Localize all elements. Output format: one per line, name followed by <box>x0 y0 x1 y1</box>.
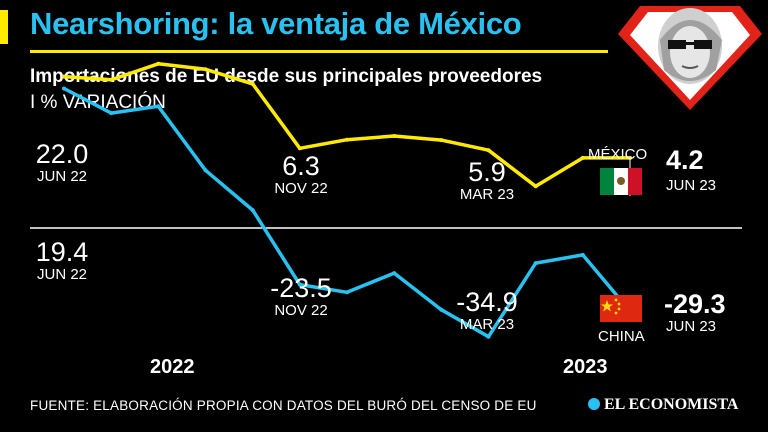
mexico-country-label: MÉXICO <box>588 146 648 163</box>
annotation-mexico-start: 22.0 JUN 22 <box>28 140 96 186</box>
data-point <box>580 252 585 257</box>
data-point <box>580 155 585 160</box>
mexico-end-value: 4.2 <box>666 145 704 175</box>
annotation-date: NOV 22 <box>274 180 328 197</box>
annotation-mexico-nov: 6.3 NOV 22 <box>263 152 339 198</box>
data-point <box>486 334 491 339</box>
subtitle-unit: I % VARIACIÓN <box>30 92 166 113</box>
data-point <box>533 184 538 189</box>
page-title: Nearshoring: la ventaja de México <box>30 6 522 41</box>
annotation-value: 5.9 <box>468 157 506 187</box>
mexico-end-date: JUN 23 <box>666 177 717 194</box>
brand-logo: EL ECONOMISTA <box>588 396 738 414</box>
data-point <box>297 146 302 151</box>
china-end-value: -29.3 <box>664 289 726 319</box>
annotation-china-mar: -34.9 MAR 23 <box>444 288 530 334</box>
brand-name: EL ECONOMISTA <box>604 396 739 413</box>
data-point <box>392 134 397 138</box>
data-point <box>628 155 632 160</box>
annotation-date: MAR 23 <box>459 186 515 203</box>
series-line-mexico <box>62 62 632 189</box>
annotation-date: JUN 22 <box>36 266 88 283</box>
annotation-date: MAR 23 <box>459 316 515 333</box>
data-point <box>392 271 397 276</box>
year-label-2022: 2022 <box>150 356 195 378</box>
china-flag-icon <box>600 295 642 322</box>
title-accent-bar <box>0 10 8 44</box>
data-point <box>439 307 444 312</box>
chart-subtitle: Importaciones de EU desde sus principale… <box>30 64 550 116</box>
annotation-value: -34.9 <box>456 287 518 317</box>
annotation-value: 6.3 <box>282 151 320 181</box>
annotation-date: NOV 22 <box>274 302 328 319</box>
data-point <box>439 138 444 143</box>
brand-globe-icon <box>588 398 600 410</box>
annotation-value: 19.4 <box>35 237 89 267</box>
subtitle-text: Importaciones de EU desde sus principale… <box>30 66 543 87</box>
annotation-china-nov: -23.5 NOV 22 <box>258 274 344 320</box>
data-point <box>345 137 349 142</box>
year-label-2023: 2023 <box>563 356 608 378</box>
annotation-mexico-mar: 5.9 MAR 23 <box>449 158 525 204</box>
data-point <box>250 81 255 86</box>
annotation-value: -23.5 <box>270 273 332 303</box>
data-point <box>486 148 491 153</box>
series-line-china <box>62 86 632 339</box>
source-note: FUENTE: ELABORACIÓN PROPIA CON DATOS DEL… <box>30 398 537 413</box>
title-divider <box>30 50 608 53</box>
data-point <box>156 104 161 109</box>
annotation-china-start: 19.4 JUN 22 <box>28 238 96 284</box>
data-point <box>345 290 349 295</box>
mexico-flag-icon <box>600 168 642 195</box>
data-point <box>62 74 66 79</box>
data-point <box>109 77 114 82</box>
annotation-value: 22.0 <box>35 139 89 169</box>
data-point <box>109 111 114 116</box>
data-point <box>156 61 161 66</box>
china-country-label: CHINA <box>598 328 645 345</box>
data-point <box>62 86 66 91</box>
china-end-date: JUN 23 <box>666 318 717 335</box>
data-point <box>250 208 255 213</box>
annotation-date: JUN 22 <box>36 168 88 185</box>
data-point <box>203 168 208 173</box>
data-point <box>533 261 538 266</box>
data-point <box>203 67 208 72</box>
data-point <box>297 282 302 287</box>
